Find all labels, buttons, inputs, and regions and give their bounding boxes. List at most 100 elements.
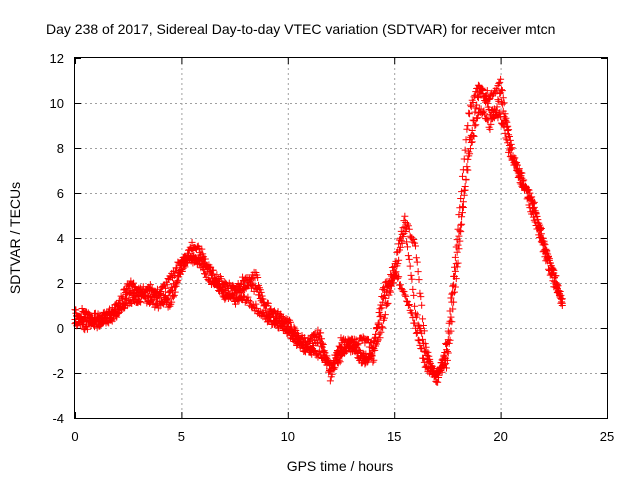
data-point [181,263,189,271]
data-point [493,103,501,111]
data-point [281,318,289,326]
data-point [497,75,505,83]
data-point [454,241,462,249]
data-point [86,311,94,319]
data-point [511,158,519,166]
data-point [168,298,176,306]
data-point [474,114,482,122]
data-point [462,136,470,144]
data-point [474,109,482,117]
y-tick-labels: -4 -2 0 2 4 6 8 10 12 [50,51,64,426]
data-point [296,334,304,342]
data-point [387,270,395,278]
data-point [323,352,331,360]
data-point [448,298,456,306]
data-point [536,221,544,229]
data-point [473,114,481,122]
data-point [401,223,409,231]
data-point [119,293,127,301]
data-point [531,208,539,216]
data-point [404,222,412,230]
data-point [124,282,132,290]
data-point [472,104,480,112]
y-tick-label: 12 [50,51,64,66]
data-point [405,255,413,263]
data-point [327,365,335,373]
data-point [549,266,557,274]
data-point [217,287,225,295]
data-point [461,146,469,154]
data-point [527,194,535,202]
x-tick-label: 10 [281,429,295,444]
data-point [262,306,270,314]
data-point [507,145,515,153]
data-point [425,357,433,365]
data-point [331,364,339,372]
x-tick-label: 5 [178,429,185,444]
data-point [458,220,466,228]
data-point [319,341,327,349]
data-point [170,283,178,291]
data-point [193,243,201,251]
y-tick-label: -4 [52,411,64,426]
data-point [462,176,470,184]
data-point [447,313,455,321]
data-point [156,290,164,298]
data-point [545,255,553,263]
data-point [449,282,457,290]
data-point [381,311,389,319]
data-point [264,299,272,307]
data-point [411,319,419,327]
data-point [558,299,566,307]
data-point [408,234,416,242]
data-point [279,319,287,327]
data-point [435,373,443,381]
data-point [307,335,315,343]
data-point [512,161,520,169]
data-point [552,272,560,280]
data-point [466,145,474,153]
data-point [394,248,402,256]
data-point [457,221,465,229]
data-point [398,239,406,247]
data-point [85,310,93,318]
data-point [451,253,459,261]
y-tick-label: 4 [57,231,64,246]
data-point [341,346,349,354]
y-tick-label: 10 [50,96,64,111]
data-point [410,291,418,299]
data-point [177,262,185,270]
data-point [410,236,418,244]
data-point [216,283,224,291]
data-point [419,322,427,330]
data-point [338,351,346,359]
data-point [237,281,245,289]
data-point [217,275,225,283]
data-point [482,96,490,104]
data-point [388,264,396,272]
data-point [409,285,417,293]
data-point [391,269,399,277]
data-point [404,301,412,309]
data-point [526,204,534,212]
data-point [137,298,145,306]
data-point [416,341,424,349]
data-point [407,271,415,279]
data-point [258,308,266,316]
data-point [533,212,541,220]
data-point [526,189,534,197]
x-tick-label: 20 [493,429,507,444]
data-point [458,213,466,221]
data-point [437,359,445,367]
data-point [376,305,384,313]
data-point [467,103,475,111]
data-point [443,364,451,372]
data-point [537,226,544,234]
data-point [413,258,421,266]
data-point [378,293,386,301]
data-point [503,136,511,144]
data-point [381,294,389,302]
data-point [172,282,180,290]
data-point [471,91,479,99]
